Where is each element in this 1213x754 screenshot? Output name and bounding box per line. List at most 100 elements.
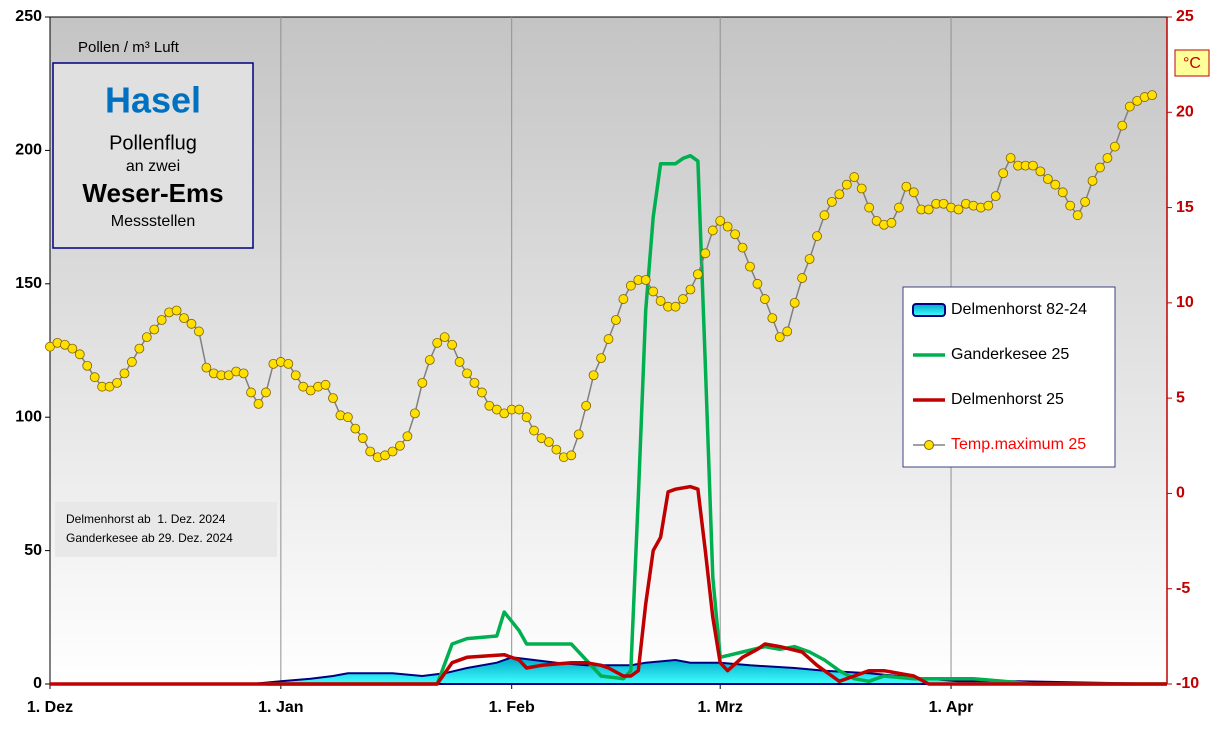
marker (819, 210, 830, 221)
marker (603, 334, 614, 344)
x-tick-label: 1. Dez (27, 699, 73, 716)
marker (648, 286, 659, 297)
marker (156, 315, 167, 325)
marker (424, 355, 435, 365)
marker (1065, 200, 1076, 211)
marker (477, 387, 487, 398)
marker (290, 370, 301, 381)
marker (238, 368, 249, 379)
title: Hasel (105, 80, 201, 121)
marker (953, 204, 964, 215)
marker (998, 168, 1009, 179)
y-tick-label: 150 (15, 275, 42, 292)
note: Ganderkesee ab 29. Dez. 2024 (66, 531, 233, 545)
y2-tick-label: 5 (1176, 389, 1185, 406)
marker (1109, 141, 1120, 152)
marker (261, 387, 271, 398)
y-tick-label: 0 (33, 675, 42, 692)
marker (908, 187, 919, 198)
marker (134, 343, 145, 354)
marker (417, 377, 428, 388)
marker (74, 349, 85, 360)
marker (1042, 174, 1053, 184)
marker (573, 429, 584, 440)
x-tick-label: 1. Apr (929, 699, 974, 716)
line (50, 484, 1167, 686)
marker (194, 326, 204, 337)
legend-label: Ganderkesee 25 (951, 346, 1069, 363)
marker (797, 273, 808, 283)
marker (462, 368, 472, 379)
marker (596, 353, 606, 364)
legend-label: Temp.maximum 25 (951, 436, 1086, 453)
marker (328, 393, 338, 404)
marker (655, 296, 666, 306)
marker (618, 294, 629, 304)
marker (253, 398, 264, 409)
marker (1050, 179, 1061, 190)
marker (454, 357, 465, 367)
marker (521, 412, 532, 423)
x-tick-label: 1. Mrz (698, 699, 743, 716)
marker (1005, 153, 1016, 163)
x-tick-label: 1. Feb (489, 699, 535, 716)
y-tick-label: 200 (15, 142, 42, 159)
marker (774, 332, 785, 343)
y2-tick-label: -10 (1176, 675, 1199, 692)
marker (834, 189, 845, 200)
marker (283, 358, 294, 369)
marker (1072, 210, 1083, 221)
marker (320, 379, 331, 390)
marker (402, 431, 413, 442)
marker (246, 387, 256, 398)
y2-tick-label: 15 (1176, 199, 1194, 216)
marker (849, 172, 860, 182)
marker (841, 179, 852, 190)
marker (678, 294, 688, 304)
marker (901, 181, 912, 192)
marker (67, 343, 78, 354)
subtitle: Weser-Ems (82, 178, 223, 208)
marker (611, 315, 621, 325)
marker (357, 433, 368, 444)
marker (923, 204, 934, 215)
marker (171, 305, 182, 316)
y2-tick-label: 10 (1176, 294, 1194, 311)
marker (767, 313, 778, 324)
marker (1102, 153, 1113, 163)
marker (640, 275, 651, 285)
marker (201, 362, 212, 373)
y2-tick-label: 0 (1176, 485, 1185, 502)
marker (186, 318, 197, 329)
marker (89, 372, 100, 383)
marker (722, 221, 733, 232)
marker (894, 202, 904, 213)
marker (745, 261, 755, 272)
marker (179, 313, 189, 324)
marker (827, 196, 837, 207)
marker (1095, 162, 1105, 173)
marker (350, 423, 361, 434)
marker (409, 408, 420, 419)
legend-marker (924, 440, 934, 450)
marker (752, 278, 763, 289)
y2-axis-label: °C (1183, 55, 1201, 72)
title-box (52, 62, 254, 249)
marker (1117, 120, 1128, 131)
marker (566, 450, 577, 461)
x-tick-label: 1. Jan (258, 699, 303, 716)
y2-tick-label: -5 (1176, 580, 1190, 597)
y2-tick-label: 20 (1176, 104, 1194, 121)
marker (365, 446, 376, 457)
y-tick-label: 250 (15, 8, 42, 25)
marker (342, 412, 353, 423)
marker (127, 357, 137, 367)
marker (759, 294, 770, 304)
y-tick-label: 50 (24, 542, 42, 559)
marker (782, 326, 793, 337)
marker (1028, 160, 1038, 171)
marker (432, 337, 443, 348)
marker (529, 425, 539, 436)
y-tick-label: 100 (15, 408, 42, 425)
